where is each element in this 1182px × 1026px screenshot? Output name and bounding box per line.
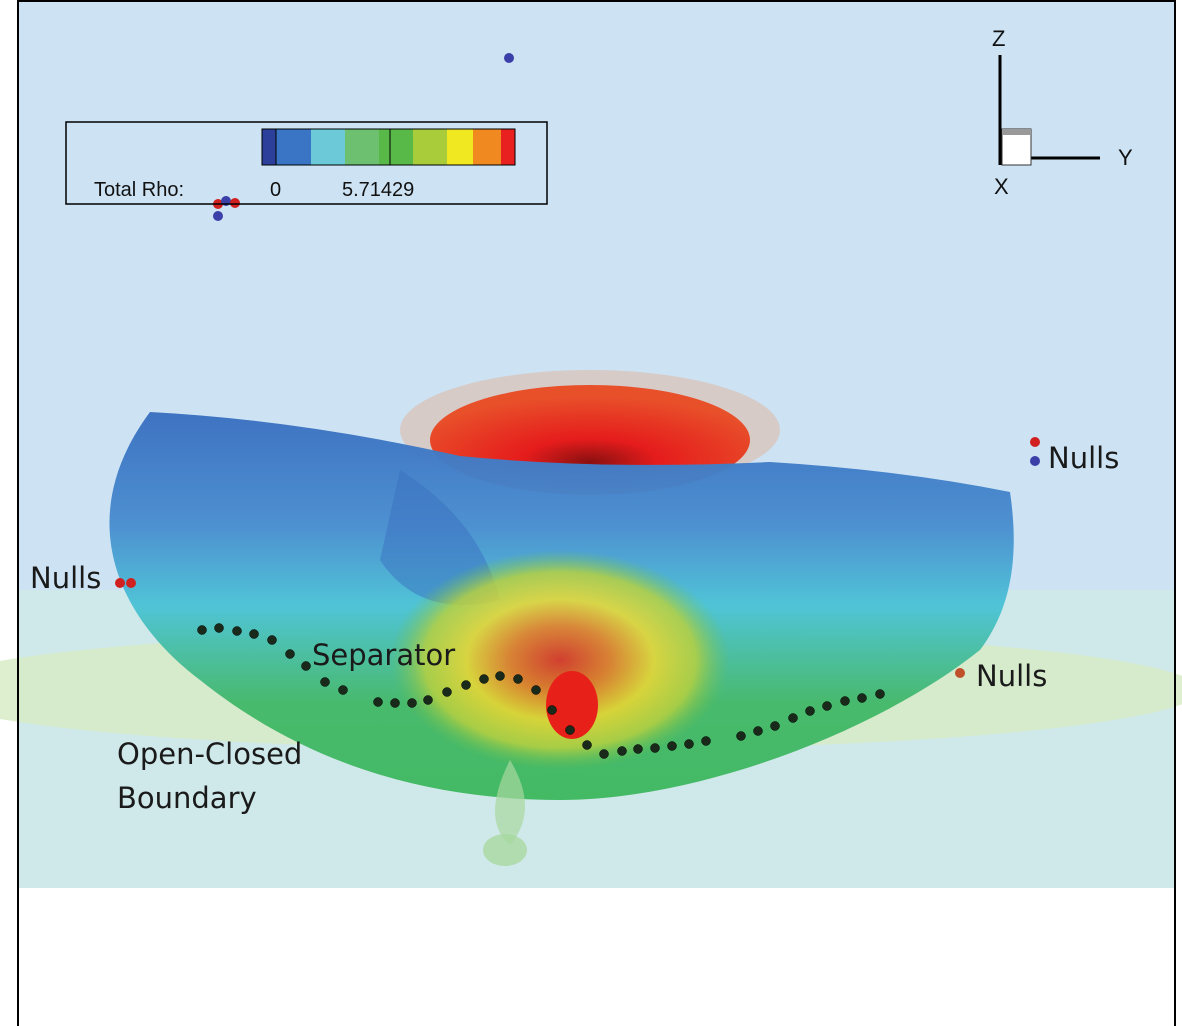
separator-point xyxy=(496,672,505,681)
separator-point xyxy=(268,636,277,645)
separator-point xyxy=(374,698,383,707)
colorbar-min: 0 xyxy=(270,179,281,201)
separator-point xyxy=(198,626,207,635)
separator-point xyxy=(408,699,417,708)
separator-point xyxy=(462,681,471,690)
separator-point xyxy=(443,688,452,697)
axis-z: Z xyxy=(992,26,1005,51)
separator-point xyxy=(702,737,711,746)
separator-point xyxy=(737,732,746,741)
separator-point xyxy=(618,747,627,756)
separator-point xyxy=(651,744,660,753)
separator-point xyxy=(339,686,348,695)
colorbar-swatch xyxy=(311,129,345,165)
colorbar-max: 5.71429 xyxy=(342,179,414,201)
separator-point xyxy=(233,627,242,636)
separator-point xyxy=(771,722,780,731)
colorbar-label: Total Rho: xyxy=(94,179,184,201)
annotation: Boundary xyxy=(117,781,257,815)
separator-point xyxy=(685,740,694,749)
annotation: Nulls xyxy=(30,561,101,595)
colorbar-swatch xyxy=(413,129,447,165)
annotation: Separator xyxy=(312,638,455,672)
separator-point xyxy=(302,662,311,671)
separator-point xyxy=(841,697,850,706)
separator-point xyxy=(583,741,592,750)
colorbar-swatch xyxy=(276,129,311,165)
separator-point xyxy=(754,727,763,736)
separator-point xyxy=(391,699,400,708)
figure: Total Rho: 0 5.71429 Z Y X Nulls Nulls N… xyxy=(0,0,1182,1026)
axis-y: Y xyxy=(1118,145,1133,170)
annotation: Open-Closed xyxy=(117,737,302,771)
axis-x: X xyxy=(994,174,1009,199)
separator-point xyxy=(806,707,815,716)
separator-point xyxy=(566,726,575,735)
separator-point xyxy=(424,696,433,705)
colorbar-swatch xyxy=(501,129,515,165)
separator-point xyxy=(858,694,867,703)
separator-point xyxy=(532,686,541,695)
colorbar-swatch xyxy=(447,129,473,165)
annotation: Nulls xyxy=(1048,441,1119,475)
separator-point xyxy=(668,742,677,751)
separator-point xyxy=(600,750,609,759)
colorbar-swatch xyxy=(379,129,413,165)
separator-point xyxy=(634,745,643,754)
colorbar-swatch xyxy=(345,129,379,165)
separator-point xyxy=(548,706,557,715)
separator-point xyxy=(480,675,489,684)
separator-point xyxy=(514,675,523,684)
annotation: Nulls xyxy=(976,659,1047,693)
separator-point xyxy=(250,630,259,639)
colorbar-swatch xyxy=(473,129,501,165)
separator-point xyxy=(789,714,798,723)
separator-point xyxy=(823,702,832,711)
separator-point xyxy=(876,690,885,699)
separator-point xyxy=(286,650,295,659)
separator-point xyxy=(321,678,330,687)
separator-point xyxy=(215,624,224,633)
colorbar-swatch xyxy=(262,129,276,165)
